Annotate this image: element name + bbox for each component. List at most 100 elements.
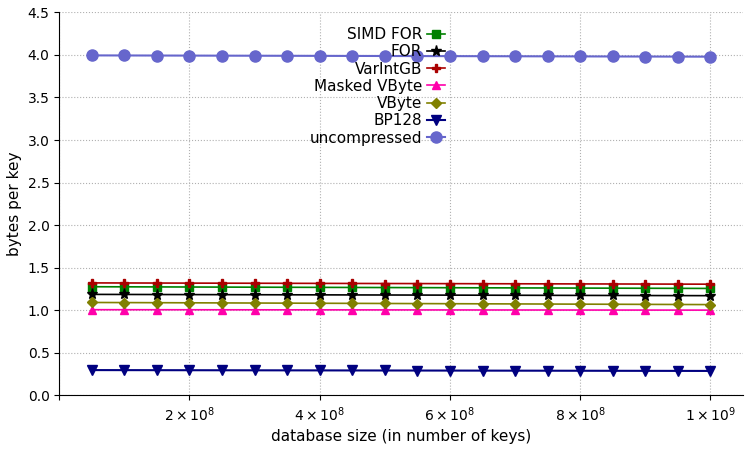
Masked VByte: [446, 307, 454, 313]
Masked VByte: [185, 307, 194, 313]
VByte: [217, 300, 226, 306]
VByte: [543, 301, 552, 307]
Masked VByte: [283, 307, 292, 313]
BP128: [576, 368, 585, 373]
Masked VByte: [217, 307, 226, 313]
FOR: [120, 292, 129, 297]
Line: BP128: BP128: [87, 365, 716, 376]
Masked VByte: [706, 308, 715, 313]
SIMD FOR: [217, 285, 226, 290]
VarIntGB: [706, 281, 715, 287]
FOR: [576, 293, 585, 298]
FOR: [315, 292, 324, 298]
SIMD FOR: [478, 285, 487, 290]
uncompressed: [315, 53, 324, 59]
uncompressed: [283, 53, 292, 59]
Masked VByte: [543, 307, 552, 313]
VarIntGB: [217, 281, 226, 286]
BP128: [413, 368, 422, 373]
Line: uncompressed: uncompressed: [86, 50, 716, 62]
SIMD FOR: [706, 286, 715, 291]
Y-axis label: bytes per key: bytes per key: [7, 152, 22, 256]
FOR: [348, 292, 357, 298]
BP128: [380, 368, 389, 373]
VByte: [706, 302, 715, 307]
VarIntGB: [446, 281, 454, 286]
VByte: [283, 300, 292, 306]
FOR: [185, 292, 194, 297]
VByte: [120, 300, 129, 305]
Line: FOR: FOR: [86, 289, 716, 301]
uncompressed: [413, 53, 422, 59]
SIMD FOR: [250, 285, 259, 290]
VByte: [152, 300, 161, 305]
uncompressed: [120, 53, 129, 58]
BP128: [120, 368, 129, 373]
uncompressed: [543, 54, 552, 59]
FOR: [478, 293, 487, 298]
Line: VByte: VByte: [88, 299, 714, 308]
BP128: [608, 368, 617, 373]
Masked VByte: [640, 308, 650, 313]
BP128: [706, 368, 715, 373]
Masked VByte: [152, 307, 161, 313]
uncompressed: [674, 54, 682, 60]
FOR: [446, 292, 454, 298]
uncompressed: [152, 53, 161, 58]
BP128: [152, 368, 161, 373]
Masked VByte: [576, 307, 585, 313]
VarIntGB: [283, 281, 292, 286]
VByte: [413, 301, 422, 306]
VByte: [608, 302, 617, 307]
VByte: [640, 302, 650, 307]
FOR: [706, 293, 715, 299]
BP128: [348, 368, 357, 373]
VByte: [478, 301, 487, 307]
VarIntGB: [348, 281, 357, 286]
VarIntGB: [674, 281, 682, 287]
Masked VByte: [674, 308, 682, 313]
SIMD FOR: [608, 285, 617, 291]
VarIntGB: [511, 281, 520, 286]
BP128: [543, 368, 552, 373]
uncompressed: [87, 53, 96, 58]
uncompressed: [185, 53, 194, 58]
SIMD FOR: [380, 285, 389, 290]
Masked VByte: [478, 307, 487, 313]
VByte: [348, 301, 357, 306]
BP128: [674, 368, 682, 373]
uncompressed: [576, 54, 585, 59]
VarIntGB: [250, 281, 259, 286]
FOR: [413, 292, 422, 298]
VByte: [576, 301, 585, 307]
SIMD FOR: [87, 284, 96, 290]
VarIntGB: [640, 281, 650, 287]
BP128: [511, 368, 520, 373]
VarIntGB: [576, 281, 585, 287]
VByte: [511, 301, 520, 307]
FOR: [87, 292, 96, 297]
BP128: [87, 368, 96, 373]
Masked VByte: [380, 307, 389, 313]
FOR: [608, 293, 617, 298]
VByte: [380, 301, 389, 306]
SIMD FOR: [674, 285, 682, 291]
Masked VByte: [315, 307, 324, 313]
VarIntGB: [413, 281, 422, 286]
VarIntGB: [87, 280, 96, 285]
FOR: [152, 292, 161, 297]
FOR: [640, 293, 650, 298]
SIMD FOR: [185, 284, 194, 290]
Line: VarIntGB: VarIntGB: [88, 279, 715, 288]
SIMD FOR: [315, 285, 324, 290]
FOR: [511, 293, 520, 298]
uncompressed: [380, 53, 389, 59]
BP128: [283, 368, 292, 373]
X-axis label: database size (in number of keys): database size (in number of keys): [271, 429, 531, 444]
VarIntGB: [543, 281, 552, 286]
VByte: [446, 301, 454, 306]
Line: SIMD FOR: SIMD FOR: [88, 283, 715, 293]
SIMD FOR: [543, 285, 552, 291]
VByte: [185, 300, 194, 305]
VByte: [315, 300, 324, 306]
